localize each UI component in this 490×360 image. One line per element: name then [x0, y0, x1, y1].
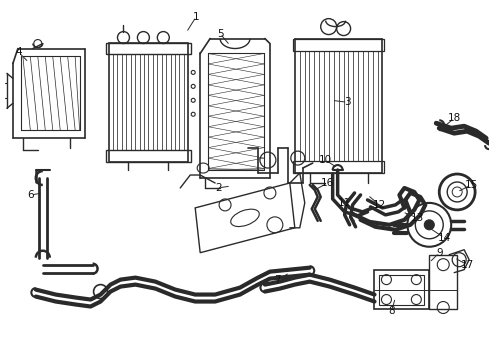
Text: 2: 2 — [215, 183, 221, 193]
Text: 12: 12 — [373, 200, 386, 210]
Text: 11: 11 — [338, 198, 351, 208]
Bar — [379, 275, 424, 305]
Text: 6: 6 — [27, 190, 34, 200]
Text: 7: 7 — [274, 275, 281, 285]
Bar — [374, 270, 429, 310]
Text: 5: 5 — [217, 28, 223, 39]
Text: 1: 1 — [193, 12, 199, 22]
Text: 3: 3 — [344, 97, 351, 107]
Circle shape — [424, 220, 434, 230]
Bar — [105, 150, 191, 162]
Bar — [293, 39, 385, 50]
Text: 13: 13 — [411, 213, 424, 223]
Bar — [108, 42, 188, 162]
Bar — [105, 42, 191, 54]
Text: 8: 8 — [388, 306, 395, 316]
Text: 4: 4 — [16, 48, 22, 58]
Bar — [429, 255, 457, 310]
Text: 10: 10 — [319, 155, 332, 165]
Text: 14: 14 — [438, 233, 451, 243]
Text: 15: 15 — [465, 180, 478, 190]
Text: 16: 16 — [321, 178, 334, 188]
Text: 9: 9 — [436, 248, 442, 258]
Text: 18: 18 — [447, 113, 461, 123]
Bar — [293, 161, 385, 173]
Text: 17: 17 — [461, 260, 474, 270]
